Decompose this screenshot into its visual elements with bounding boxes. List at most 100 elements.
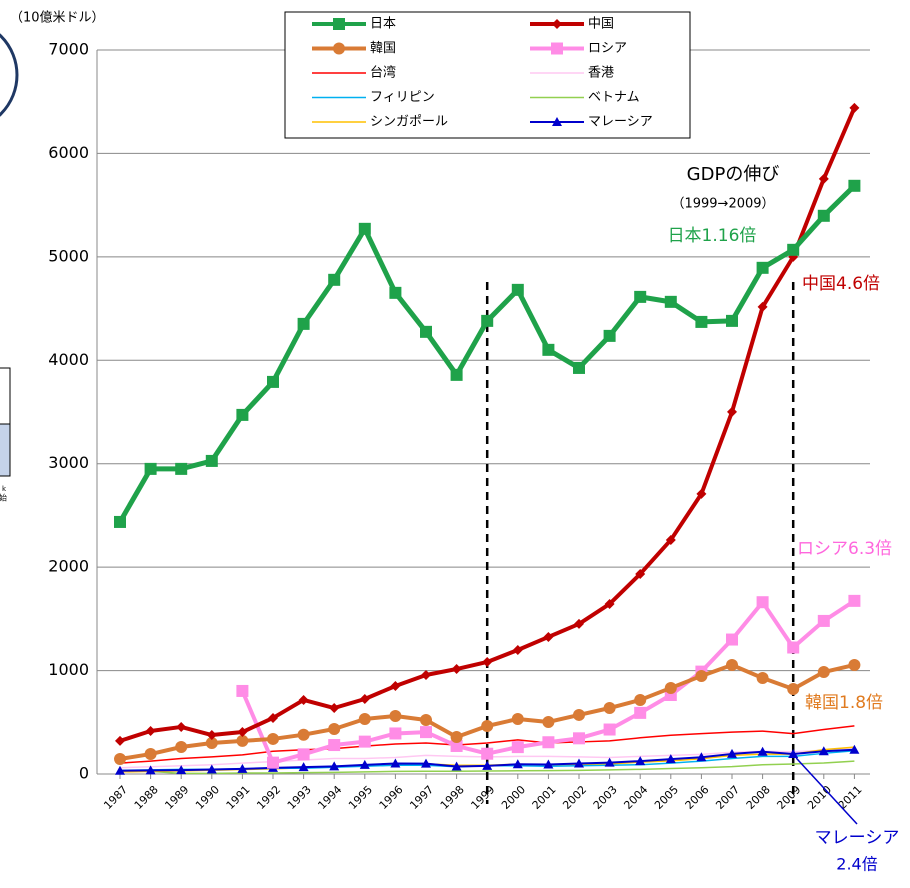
marker <box>482 760 493 770</box>
annotation: 日本1.16倍 <box>668 226 757 246</box>
marker <box>542 736 555 749</box>
marker <box>574 618 584 629</box>
marker <box>696 488 707 499</box>
cropped-circle <box>0 33 19 117</box>
marker <box>205 454 218 467</box>
legend <box>284 11 691 139</box>
annotation: マレーシア <box>815 828 900 848</box>
marker <box>115 735 125 746</box>
series <box>114 179 861 528</box>
marker <box>604 757 615 767</box>
x-tick-label: 1993 <box>285 783 314 812</box>
y-tick-label: 7000 <box>48 40 89 59</box>
x-tick-label: 1991 <box>224 783 253 812</box>
marker <box>573 732 585 745</box>
marker <box>696 752 707 762</box>
y-tick-label: 1000 <box>48 660 89 679</box>
x-tick-label: 2005 <box>652 783 681 812</box>
marker <box>333 42 345 55</box>
marker <box>817 209 830 222</box>
marker <box>175 741 188 754</box>
marker <box>297 317 310 330</box>
marker <box>421 670 431 681</box>
marker <box>665 534 676 545</box>
marker <box>787 641 800 654</box>
series <box>114 658 861 766</box>
annotation: （1999→2009） <box>671 197 774 212</box>
marker <box>450 368 463 381</box>
marker <box>329 761 340 771</box>
marker <box>818 746 829 756</box>
marker <box>817 614 830 627</box>
annotation-pointer <box>795 757 858 825</box>
marker <box>573 708 585 721</box>
marker <box>756 596 769 609</box>
marker <box>511 741 524 754</box>
x-tick-label: 2009 <box>774 783 803 812</box>
marker <box>481 747 494 760</box>
marker <box>358 222 371 235</box>
marker <box>420 726 432 739</box>
legend-label: フィリピン <box>370 90 435 105</box>
marker <box>726 633 738 646</box>
marker <box>298 762 309 772</box>
series <box>236 594 861 769</box>
marker <box>635 568 646 579</box>
marker <box>389 286 402 299</box>
legend-label: マレーシア <box>588 115 653 130</box>
marker <box>552 19 562 29</box>
marker <box>817 666 830 679</box>
marker <box>298 694 309 705</box>
marker <box>328 273 341 286</box>
marker <box>237 727 248 738</box>
series <box>115 102 860 746</box>
y-tick-label: 3000 <box>48 453 89 472</box>
marker <box>695 315 708 328</box>
marker <box>206 764 217 774</box>
marker <box>848 179 861 192</box>
y-tick-label: 0 <box>79 764 89 783</box>
legend-label: 日本 <box>370 17 396 32</box>
x-tick-label: 2007 <box>713 783 742 812</box>
marker <box>451 664 462 675</box>
annotation: 中国4.6倍 <box>802 274 880 294</box>
annotation: GDPの伸び <box>687 164 780 185</box>
marker <box>359 759 370 769</box>
marker <box>450 739 463 752</box>
x-tick-label: 2002 <box>560 783 589 812</box>
line <box>119 725 855 764</box>
marker <box>421 758 431 768</box>
y-tick-label: 2000 <box>48 557 89 576</box>
marker <box>450 730 463 743</box>
marker <box>482 656 493 667</box>
marker <box>358 735 371 748</box>
line <box>119 760 855 775</box>
marker <box>267 375 279 388</box>
marker <box>787 682 800 695</box>
marker <box>176 721 187 732</box>
marker <box>297 748 310 761</box>
fragment: 始 <box>0 493 7 503</box>
marker <box>420 714 432 727</box>
marker <box>542 715 555 728</box>
marker <box>727 406 737 417</box>
marker <box>726 314 738 327</box>
marker <box>818 173 829 184</box>
legend-label: 韓国 <box>370 41 396 56</box>
marker <box>236 408 249 421</box>
marker <box>757 301 768 312</box>
marker <box>359 694 370 705</box>
marker <box>603 702 616 715</box>
annotation: 2.4倍 <box>836 855 877 874</box>
legend-label: 中国 <box>588 17 614 32</box>
marker <box>328 723 341 736</box>
marker <box>114 753 126 766</box>
marker <box>267 732 279 745</box>
x-tick-label: 2011 <box>836 783 865 812</box>
marker <box>333 18 345 30</box>
annotation: 韓国1.8倍 <box>805 693 883 713</box>
marker <box>665 754 676 764</box>
marker <box>664 681 677 694</box>
marker <box>787 243 800 256</box>
